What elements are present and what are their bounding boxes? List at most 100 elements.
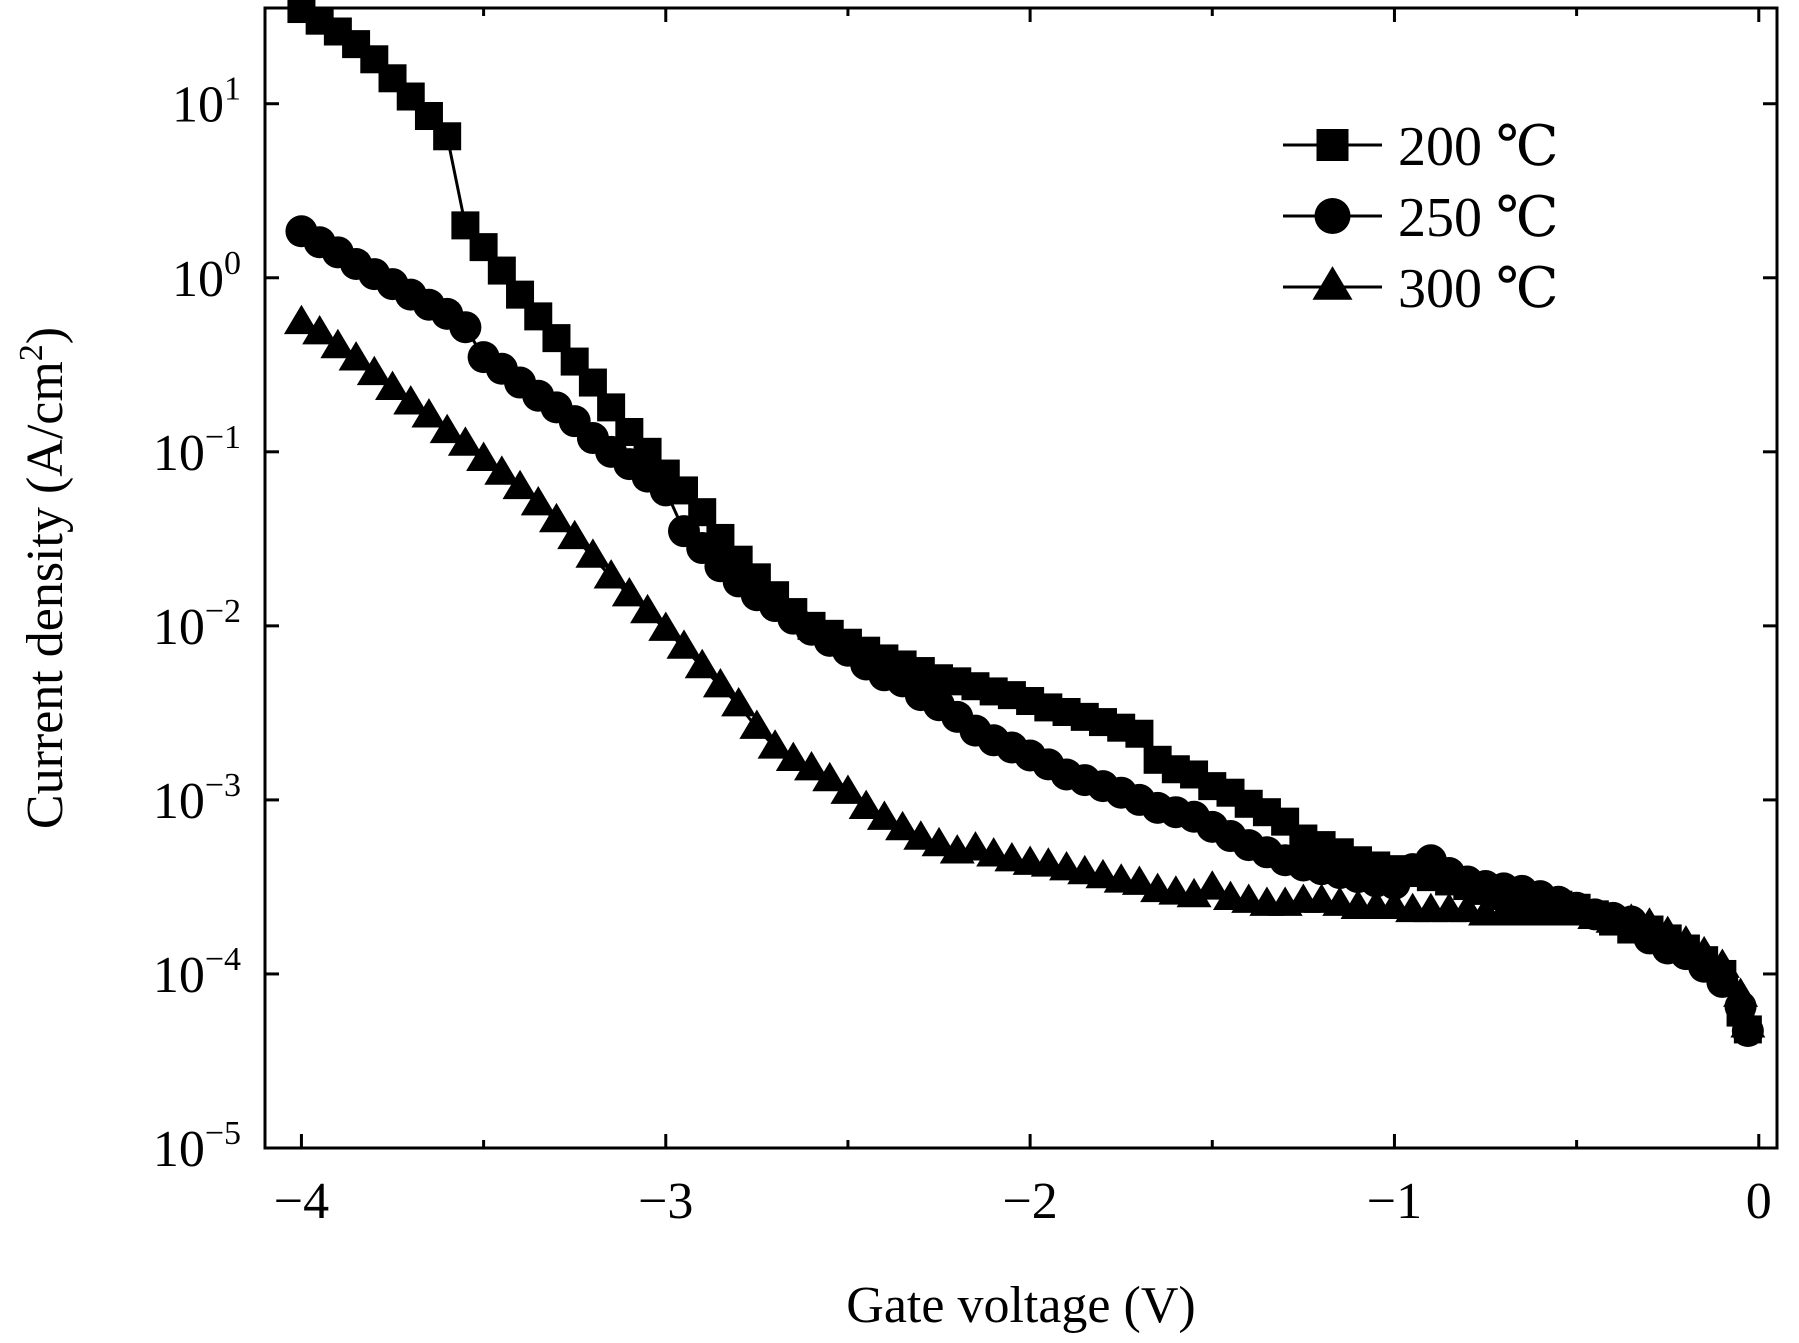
legend-item: 250 ℃	[1283, 187, 1559, 249]
y-tick-label: 10−1	[153, 419, 241, 482]
x-tick-label: −2	[1002, 1173, 1057, 1230]
data-point	[903, 820, 939, 850]
legend-item: 200 ℃	[1283, 116, 1559, 178]
y-tick-base: 10	[172, 77, 224, 134]
y-tick-base: 10	[153, 599, 205, 656]
data-point	[411, 398, 447, 428]
y-tick-exponent: −4	[205, 941, 241, 978]
x-axis: −4 −3 −2 −1 0	[274, 8, 1772, 1230]
data-point	[466, 441, 502, 471]
legend-marker-square	[1316, 129, 1349, 161]
data-point	[449, 311, 482, 344]
data-point	[721, 686, 757, 717]
data-point	[630, 593, 666, 624]
data-point	[578, 368, 607, 397]
data-point	[433, 122, 462, 151]
data-point	[1650, 915, 1686, 946]
y-tick-base: 10	[172, 251, 224, 308]
legend: 200 ℃ 250 ℃ 300 ℃	[1283, 116, 1559, 320]
data-point	[375, 370, 411, 401]
data-point	[775, 741, 811, 771]
data-point	[393, 385, 429, 415]
y-tick-base: 10	[153, 947, 205, 1004]
data-point	[648, 611, 684, 641]
data-point	[1631, 907, 1667, 937]
data-point	[520, 485, 556, 516]
y-tick-exponent: 1	[224, 71, 241, 108]
legend-label: 200 ℃	[1398, 116, 1559, 178]
data-point	[1686, 935, 1722, 966]
y-tick-base: 10	[153, 773, 205, 830]
data-point	[885, 810, 921, 841]
data-point	[739, 709, 775, 739]
data-point	[542, 324, 571, 353]
y-tick-label: 10−5	[153, 1115, 241, 1178]
legend-marker-triangle	[1312, 266, 1353, 300]
data-point	[866, 800, 902, 830]
x-tick-label: −4	[274, 1173, 329, 1230]
data-point	[429, 413, 465, 444]
x-axis-title: Gate voltage (V)	[846, 1277, 1195, 1334]
data-point	[538, 502, 574, 533]
data-point	[611, 576, 647, 607]
legend-label: 250 ℃	[1398, 187, 1559, 249]
data-point	[1668, 925, 1704, 955]
data-point	[356, 355, 392, 386]
y-tick-exponent: −5	[205, 1115, 241, 1152]
x-tick-label: −1	[1367, 1173, 1422, 1230]
data-point	[487, 256, 516, 285]
y-axis-title-main: Current density (A/cm	[17, 361, 74, 829]
y-tick-base: 10	[153, 425, 205, 482]
data-point	[338, 341, 374, 371]
data-point	[1723, 977, 1759, 1007]
data-point	[302, 315, 338, 345]
data-point	[1730, 1008, 1766, 1038]
y-axis-title-sup: 2	[13, 344, 50, 361]
plot-area	[263, 0, 1779, 1150]
x-tick-label: 0	[1746, 1173, 1772, 1230]
data-point	[484, 455, 520, 485]
x-tick-label: −3	[638, 1173, 693, 1230]
data-point	[597, 393, 626, 422]
data-point	[794, 751, 830, 781]
data-point	[757, 729, 793, 759]
legend-item: 300 ℃	[1283, 258, 1559, 320]
y-tick-base: 10	[153, 1121, 205, 1178]
data-point	[848, 789, 884, 820]
legend-label: 300 ℃	[1398, 258, 1559, 320]
data-point	[1194, 870, 1230, 900]
series-layer	[283, 0, 1766, 1048]
data-point	[502, 469, 538, 500]
series-triangle	[283, 304, 1766, 1038]
data-point	[575, 538, 611, 568]
data-point	[447, 426, 483, 456]
data-point	[684, 648, 720, 679]
y-tick-exponent: 0	[224, 245, 241, 282]
legend-marker-circle	[1314, 198, 1351, 234]
y-tick-exponent: −3	[205, 767, 241, 804]
data-point	[812, 761, 848, 792]
data-point	[1125, 719, 1154, 748]
y-axis-title: Current density (A/cm2)	[13, 327, 74, 829]
y-tick-label: 101	[172, 71, 241, 134]
data-point	[921, 826, 957, 857]
y-tick-label: 10−4	[153, 941, 241, 1004]
y-tick-exponent: −2	[205, 593, 241, 630]
data-point	[1176, 877, 1212, 908]
data-point	[557, 519, 593, 550]
data-point	[593, 559, 629, 589]
y-tick-label: 100	[172, 245, 241, 308]
series-circle	[285, 215, 1764, 1048]
data-point	[830, 774, 866, 804]
y-tick-label: 10−3	[153, 767, 241, 830]
y-tick-label: 10−2	[153, 593, 241, 656]
y-axis-title-end: )	[17, 327, 74, 344]
y-tick-exponent: −1	[205, 419, 241, 456]
data-point	[283, 304, 319, 335]
data-point	[1121, 865, 1157, 895]
data-point	[320, 328, 356, 359]
plot-frame	[263, 6, 1779, 1150]
data-point	[1704, 948, 1740, 978]
